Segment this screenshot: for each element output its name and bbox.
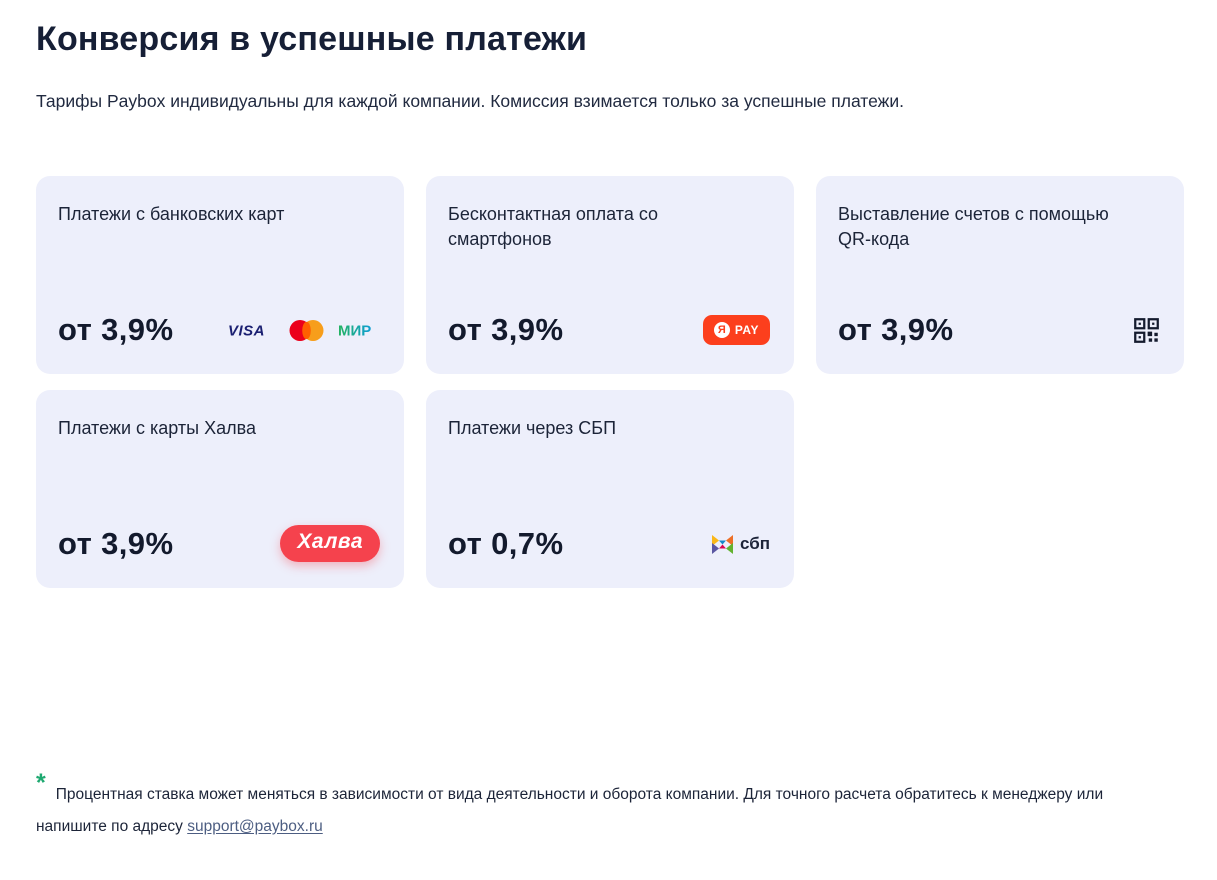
rate-value: от 0,7% — [448, 526, 564, 561]
rate-value: от 3,9% — [838, 312, 954, 347]
payment-icons: VISA МИР — [228, 319, 380, 342]
payment-icons: Я PAY — [702, 315, 770, 345]
svg-text:VISA: VISA — [228, 323, 265, 339]
card-bank-cards: Платежи с банковских карт от 3,9% VISA — [36, 176, 404, 374]
payment-icons: сбп — [711, 532, 770, 557]
sbp-mark-icon — [712, 534, 733, 554]
support-email-link[interactable]: support@paybox.ru — [187, 817, 323, 835]
halva-label: Халва — [297, 530, 363, 553]
card-title: Выставление счетов с помощью QR-кода — [838, 204, 1109, 250]
footnote-text: Процентная ставка может меняться в завис… — [36, 786, 1104, 835]
card-title: Платежи через СБП — [448, 418, 617, 438]
payment-icons — [1133, 317, 1160, 344]
halva-badge: Халва — [280, 525, 380, 562]
pricing-cards: Платежи с банковских карт от 3,9% VISA — [36, 176, 1184, 588]
sbp-icon: сбп — [711, 532, 770, 557]
payment-icons: Халва — [280, 525, 380, 562]
sbp-label: сбп — [740, 534, 770, 553]
mir-icon: МИР — [338, 323, 371, 339]
yandex-logo-icon: Я — [713, 322, 730, 338]
card-title: Платежи с банковских карт — [58, 204, 285, 224]
rate-value: от 3,9% — [58, 525, 174, 561]
rate-value: от 3,9% — [448, 312, 564, 347]
mastercard-icon — [289, 319, 324, 341]
card-sbp: Платежи через СБП от 0,7% сбп — [426, 390, 794, 588]
footnote: * Процентная ставка может меняться в зави… — [36, 758, 1171, 843]
visa-icon: VISA — [228, 323, 265, 339]
svg-text:МИР: МИР — [338, 323, 371, 339]
rate-value: от 3,9% — [58, 312, 174, 347]
page-title: Конверсия в успешные платежи — [36, 20, 588, 58]
card-qr-invoicing: Выставление счетов с помощью QR-кода от … — [816, 176, 1184, 374]
card-title: Платежи с карты Халва — [58, 418, 256, 438]
page-subtitle: Тарифы Paybox индивидуальны для каждой к… — [36, 91, 904, 111]
yandex-pay-label: PAY — [734, 323, 759, 337]
yandex-pay-badge: Я PAY — [702, 315, 770, 345]
card-halva: Платежи с карты Халва от 3,9% Халва — [36, 390, 404, 588]
card-title: Бесконтактная оплата со смартфонов — [448, 204, 659, 250]
footnote-asterisk: * — [36, 769, 46, 797]
qr-code-icon — [1134, 317, 1159, 343]
card-contactless-smartphones: Бесконтактная оплата со смартфонов от 3,… — [426, 176, 794, 374]
